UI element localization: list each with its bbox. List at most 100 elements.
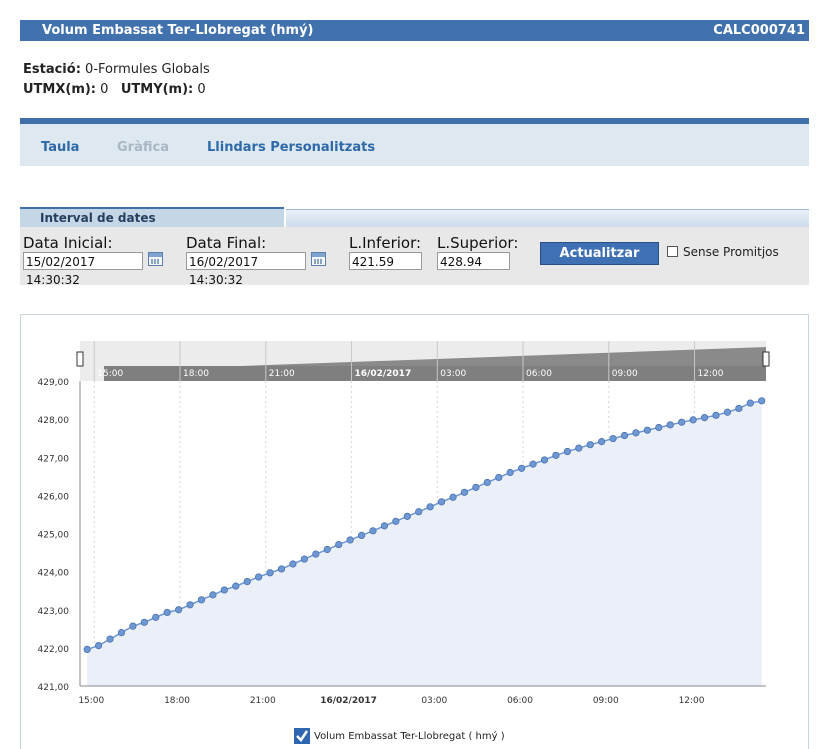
series-point — [460, 488, 469, 496]
data-inicial-input[interactable]: 15/02/2017 14:30:32 — [23, 252, 143, 287]
x-tick-label: 18:00 — [164, 696, 190, 706]
series-point — [746, 399, 754, 407]
series-point — [289, 560, 297, 568]
tab-grafica: Gràfica — [117, 140, 169, 155]
series-point — [483, 478, 491, 487]
series-point — [83, 645, 91, 654]
lsuperior-input[interactable]: 428.94 — [437, 252, 510, 270]
navigator-tick-label: 06:00 — [526, 369, 552, 379]
legend-checkbox[interactable] — [294, 728, 310, 744]
navigator-tick-label: 09:00 — [612, 369, 638, 379]
series-point — [346, 536, 354, 544]
series-point — [437, 498, 446, 506]
interval-header: Interval de dates — [20, 207, 284, 227]
series-point — [243, 577, 251, 586]
series-point — [140, 618, 148, 626]
series-point — [300, 555, 308, 563]
calendar-icon[interactable] — [148, 252, 163, 266]
series-point — [700, 413, 709, 422]
series-point — [643, 426, 651, 434]
series-point — [357, 531, 366, 540]
navigator-tick-label: 15:00 — [97, 369, 123, 379]
y-tick-label: 424,00 — [38, 569, 70, 579]
series-point — [255, 573, 263, 581]
utmy-value: 0 — [197, 82, 206, 97]
series-point — [735, 404, 743, 413]
series-point — [392, 517, 400, 525]
tab-llindars-personalitzats[interactable]: Llindars Personalitzats — [207, 140, 376, 155]
station-info: Estació: 0-Formules Globals UTMX(m): 0 U… — [23, 60, 210, 100]
series-point — [758, 397, 766, 405]
no-average-checkbox[interactable] — [667, 246, 678, 257]
y-tick-label: 423,00 — [38, 607, 70, 617]
linferior-label: L.Inferior: — [349, 234, 422, 252]
navigator-tick-label: 12:00 — [698, 369, 724, 379]
series-point — [540, 456, 549, 464]
navigator-left-handle — [76, 351, 84, 367]
tab-taula[interactable]: Taula — [41, 140, 80, 155]
navigator-tick-label: 18:00 — [183, 369, 209, 379]
data-final-label: Data Final: — [186, 234, 267, 252]
series-points — [83, 397, 766, 654]
estacio-label: Estació: — [23, 62, 81, 77]
series-point — [209, 591, 217, 599]
series-point — [266, 569, 274, 577]
series-point — [598, 438, 606, 446]
series-point — [175, 606, 183, 614]
legend-label: Volum Embassat Ter-Llobregat ( hmý ) — [314, 731, 505, 742]
y-tick-label: 429,00 — [38, 378, 70, 388]
utmx-value: 0 — [100, 82, 109, 97]
series-area — [86, 400, 762, 686]
window-title: Volum Embassat Ter-Llobregat (hmý) — [42, 23, 314, 38]
series-point — [403, 512, 411, 520]
series-point — [335, 540, 343, 549]
series-point — [323, 545, 331, 554]
x-tick-label: 03:00 — [421, 696, 447, 706]
series-point — [575, 444, 583, 452]
series-point — [495, 473, 503, 482]
utmy-label: UTMY(m): — [120, 82, 194, 97]
linferior-input[interactable]: 421.59 — [349, 252, 422, 270]
update-button[interactable]: Actualitzar — [540, 242, 659, 265]
navigator-tick-label: 21:00 — [269, 369, 295, 379]
series-point — [678, 418, 686, 426]
y-axis: 421,00 422,00 423,00 424,00 425,00 426,00 427,… — [38, 378, 81, 693]
series-point — [712, 411, 720, 419]
navigator-band — [104, 366, 766, 381]
navigator-right-handle — [762, 351, 770, 367]
date-interval-form: Data Inicial: 15/02/2017 14:30:32 Data F… — [20, 227, 809, 287]
x-tick-label: 09:00 — [593, 696, 619, 706]
estacio-value: 0-Formules Globals — [85, 62, 210, 77]
series-point — [620, 431, 629, 440]
series-point — [152, 613, 160, 621]
series-point — [129, 622, 137, 630]
y-tick-label: 427,00 — [38, 454, 70, 464]
no-average-label: Sense Promitjos — [683, 245, 779, 259]
series-area-fill — [87, 400, 762, 686]
series-point — [117, 629, 126, 637]
interval-header-line — [286, 209, 809, 228]
series-point — [586, 441, 594, 449]
calc-code: CALC000741 — [713, 23, 805, 38]
series-point — [563, 447, 571, 456]
calendar-icon[interactable] — [311, 252, 326, 266]
series-point — [518, 464, 526, 472]
series-point — [552, 451, 560, 459]
series-point — [506, 468, 514, 477]
tab-bar: Taula Gràfica Llindars Personalitzats — [20, 118, 809, 166]
series-point — [655, 423, 663, 432]
x-tick-label: 06:00 — [507, 696, 533, 706]
series-point — [426, 503, 434, 511]
series-point — [312, 550, 320, 558]
series-point — [163, 608, 171, 617]
data-final-input[interactable]: 16/02/2017 14:30:32 — [186, 252, 306, 287]
lsuperior-label: L.Superior: — [437, 234, 519, 252]
x-tick-label: 12:00 — [679, 696, 705, 706]
y-tick-label: 422,00 — [38, 645, 70, 655]
series-point — [723, 408, 732, 416]
navigator[interactable]: 15:00 18:00 21:00 16/02/2017 03:00 06:00 09:00… — [76, 341, 770, 381]
series-point — [449, 493, 457, 501]
series-point — [632, 429, 640, 437]
series-point — [232, 582, 240, 590]
